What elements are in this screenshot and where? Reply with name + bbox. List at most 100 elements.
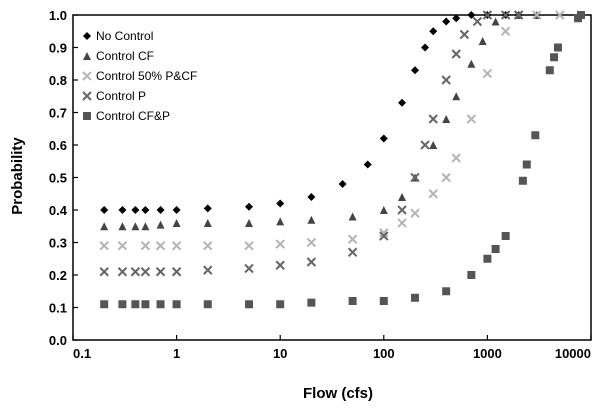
data-point — [140, 241, 151, 251]
data-point — [118, 206, 127, 214]
legend-marker — [82, 71, 92, 81]
data-point — [99, 267, 109, 277]
data-point — [410, 208, 420, 218]
data-point — [307, 298, 316, 307]
data-point — [442, 115, 451, 123]
y-tick-label: 0.3 — [49, 236, 67, 251]
data-point — [451, 153, 461, 163]
data-point — [466, 114, 477, 124]
data-point — [347, 234, 358, 244]
data-point — [348, 212, 357, 221]
data-point — [531, 131, 540, 140]
y-tick-label: 0.9 — [49, 41, 67, 56]
data-point — [117, 267, 128, 277]
legend-marker — [83, 32, 91, 40]
data-point — [545, 66, 554, 75]
data-point — [131, 206, 140, 214]
data-point — [245, 202, 254, 211]
data-point — [245, 219, 254, 227]
data-point — [131, 222, 140, 231]
data-point — [410, 172, 420, 183]
data-point — [172, 206, 181, 214]
data-point — [478, 37, 487, 45]
data-point — [156, 220, 165, 229]
data-point — [347, 247, 358, 257]
data-point — [338, 180, 347, 188]
data-point — [500, 26, 511, 36]
data-point — [441, 172, 451, 183]
data-point — [482, 68, 493, 79]
data-point — [467, 271, 476, 279]
data-point — [244, 263, 254, 274]
data-point — [155, 241, 166, 251]
data-point — [141, 222, 150, 231]
data-point — [172, 300, 181, 309]
data-point — [555, 10, 565, 20]
data-point — [500, 10, 511, 20]
data-point — [245, 300, 254, 309]
legend-label: No Control — [96, 29, 153, 43]
data-point — [410, 66, 419, 75]
data-point — [171, 267, 182, 277]
legend-label: Control CF&P — [96, 109, 170, 123]
data-point — [363, 160, 372, 169]
data-point — [397, 218, 407, 228]
data-point — [117, 241, 128, 251]
data-point — [410, 293, 419, 302]
data-point — [140, 267, 151, 277]
data-point — [118, 222, 127, 231]
x-tick-label: 1000 — [473, 346, 502, 361]
data-point — [452, 92, 461, 101]
x-tick-label: 10 — [273, 346, 287, 361]
data-point — [491, 245, 500, 253]
data-point — [491, 17, 500, 26]
data-point — [482, 10, 493, 20]
data-point — [203, 265, 213, 275]
data-point — [156, 206, 165, 214]
data-point — [483, 254, 492, 263]
y-tick-label: 0.4 — [49, 203, 68, 218]
data-point — [172, 219, 181, 227]
y-tick-label: 0.8 — [49, 73, 67, 88]
y-tick-label: 0.7 — [49, 106, 67, 121]
legend-marker — [83, 112, 91, 120]
data-point — [513, 10, 524, 20]
data-point — [171, 241, 182, 251]
data-point — [379, 297, 388, 305]
data-point — [155, 267, 166, 277]
legend-marker — [83, 52, 91, 60]
data-point — [472, 16, 483, 27]
data-point — [442, 287, 451, 296]
data-point — [397, 205, 407, 215]
data-point — [141, 206, 150, 214]
y-tick-label: 0.0 — [49, 333, 67, 348]
y-tick-label: 0.5 — [49, 171, 67, 186]
data-point — [100, 300, 109, 309]
legend-label: Control P — [96, 89, 146, 103]
data-point — [398, 98, 407, 107]
data-point — [518, 176, 527, 185]
data-point — [553, 43, 562, 52]
series-3 — [99, 10, 565, 251]
data-point — [467, 11, 476, 19]
series-5 — [100, 11, 585, 309]
data-point — [379, 134, 388, 143]
x-tick-label: 1 — [173, 346, 180, 361]
data-point — [421, 43, 430, 52]
data-point — [379, 206, 388, 214]
x-axis-ticks: 0.1 1 10 100 1000 10000 — [72, 335, 592, 361]
data-point — [276, 300, 285, 309]
data-point — [203, 219, 212, 227]
data-point — [522, 160, 531, 169]
x-axis-title: Flow (cfs) — [303, 385, 373, 402]
data-point — [429, 27, 438, 36]
data-point — [203, 300, 212, 309]
data-point — [398, 193, 407, 201]
data-point — [428, 189, 438, 199]
y-axis-title: Probability — [9, 137, 26, 215]
data-point — [379, 228, 389, 238]
data-point — [451, 49, 461, 59]
data-point — [348, 297, 357, 305]
data-point — [467, 59, 476, 68]
